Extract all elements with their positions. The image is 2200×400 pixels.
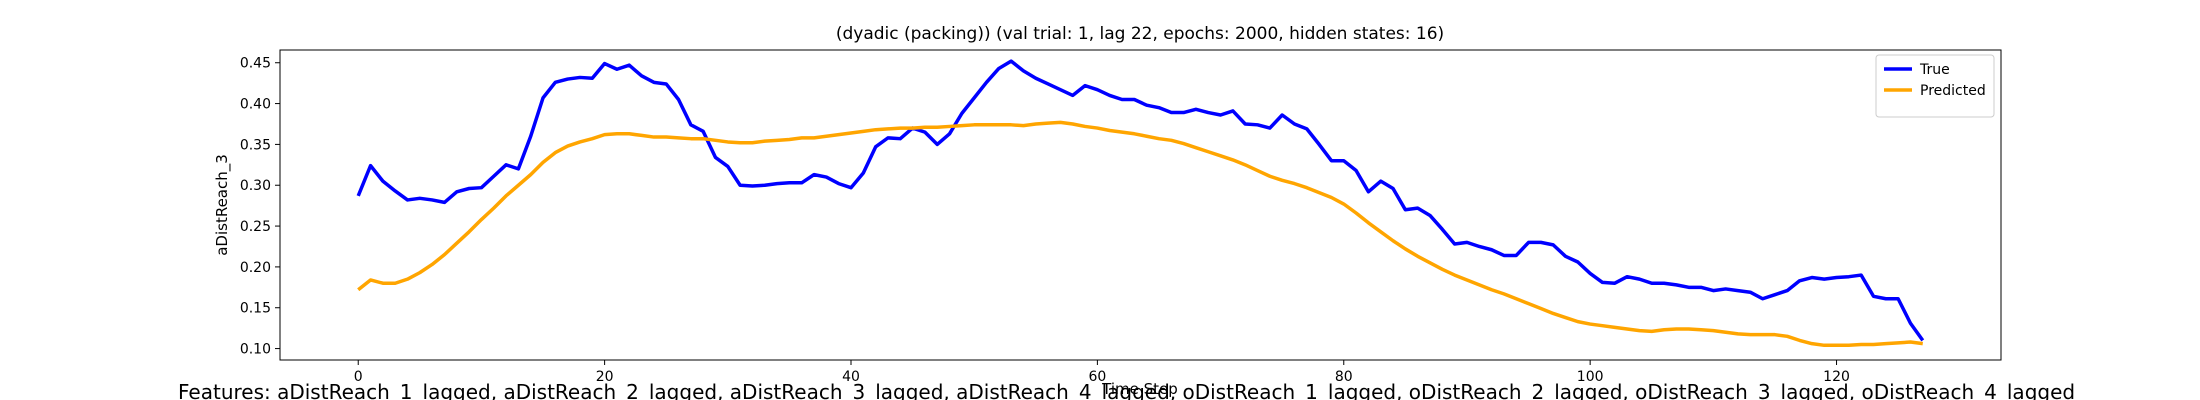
legend-label: Predicted	[1920, 83, 1986, 99]
x-tick-label: 60	[1088, 369, 1106, 385]
axes-frame	[279, 49, 2002, 361]
x-tick-label: 120	[1823, 369, 1850, 385]
series-line	[357, 120, 1924, 348]
series-line	[356, 59, 1925, 342]
y-tick-label: 0.20	[240, 260, 271, 276]
y-axis-label: aDistReach_3	[213, 154, 232, 256]
x-tick-label: 80	[1335, 369, 1353, 385]
x-tick-label: 0	[354, 369, 363, 385]
y-tick-label: 0.10	[240, 342, 271, 358]
y-tick-label: 0.40	[240, 97, 271, 113]
chart-title: (dyadic (packing)) (val trial: 1, lag 22…	[836, 24, 1444, 44]
x-tick-label: 100	[1577, 369, 1604, 385]
y-tick-label: 0.45	[240, 56, 271, 72]
y-tick-label: 0.25	[240, 219, 271, 235]
x-tick-label: 20	[596, 369, 614, 385]
features-annotation: Features: aDistReach_1_lagged, aDistReac…	[178, 380, 2075, 400]
x-tick-label: 40	[842, 369, 860, 385]
x-axis-label: Time Step	[1101, 380, 1178, 398]
y-tick-label: 0.35	[240, 137, 271, 153]
legend-label: True	[1919, 62, 1950, 78]
y-tick-label: 0.30	[240, 178, 271, 194]
y-tick-label: 0.15	[240, 301, 271, 317]
